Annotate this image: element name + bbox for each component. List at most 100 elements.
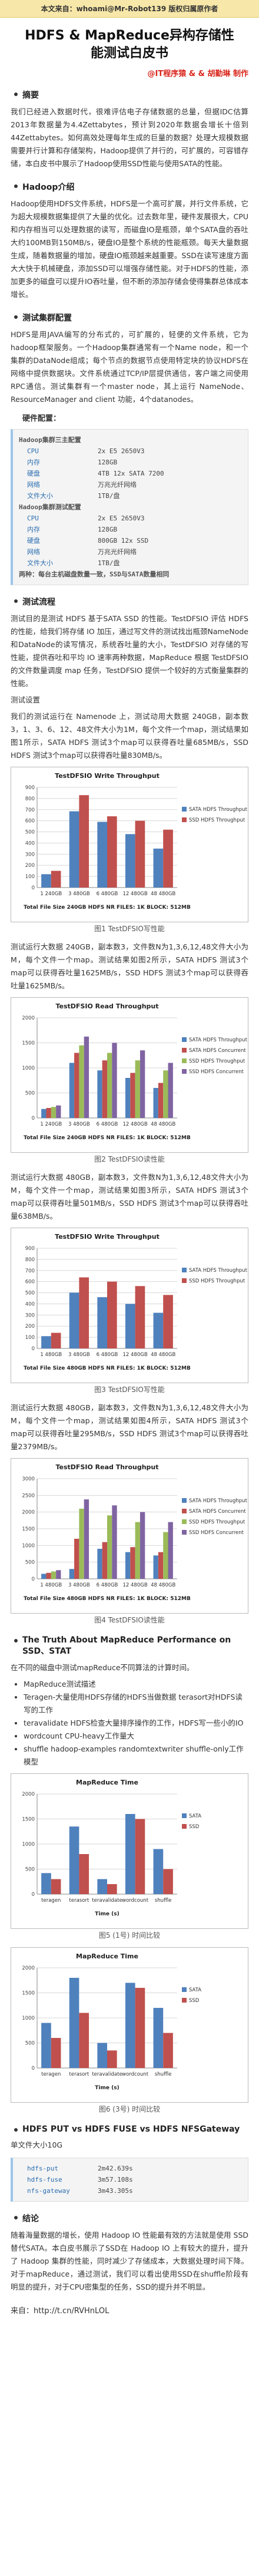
y-tick-label: 500: [25, 1291, 35, 1297]
y-tick-label: 500: [25, 2041, 35, 2047]
paragraph: 随着海量数据的增长，使用 Hadoop IO 性能最有效的方法就是使用 SSD替…: [11, 2231, 249, 2291]
section-heading: 测试流程: [14, 596, 248, 608]
bullet-item: MapReduce测试描述: [24, 1678, 248, 1691]
bar: [69, 1978, 79, 2068]
paragraph: 测试运行大数据 480GB，副本数3，文件数N为1,3,6,12,48文件大小为…: [11, 1403, 248, 1451]
bar: [97, 1549, 102, 1579]
y-tick-label: 900: [25, 1246, 35, 1252]
bar: [112, 1043, 117, 1118]
bar: [41, 1109, 47, 1118]
bar: [69, 1292, 79, 1348]
legend-label: SSD HDFS Throughput: [189, 1278, 245, 1284]
subheading: 硬件配置：: [22, 414, 61, 423]
legend-swatch: [182, 807, 187, 812]
bar: [41, 1873, 51, 1894]
paragraph: HDFS是用JAVA编写的分布式的，可扩展的，轻便的文件系统，它为hadoop框…: [11, 330, 248, 404]
y-tick-label: 2000: [22, 1015, 35, 1021]
chart: MapReduce Time 0 500 1000 1500 2000 teragen ter…: [11, 1773, 248, 1929]
paragraph: 测试运行大数据 240GB，副本数3，文件数N为1,3,6,12,48文件大小为…: [11, 942, 248, 990]
bar: [140, 1512, 145, 1579]
y-tick-label: 900: [25, 785, 35, 791]
x-tick-label: 6 480GB: [97, 1352, 118, 1358]
code-cell: hdfs-put: [27, 2165, 58, 2172]
bar: [46, 1108, 51, 1118]
legend-swatch: [182, 1048, 187, 1053]
x-tick-label: terasort: [69, 1898, 89, 1904]
legend-label: SSD HDFS Concurrent: [189, 1069, 244, 1075]
code-row: 网络 万兆光纤网络: [19, 479, 242, 490]
chart: TestDFSIO Read Throughput 0 500 1000 1500 200…: [11, 1458, 248, 1614]
y-tick-label: 2000: [22, 1792, 35, 1797]
code-row: CPU 2x E5 2650V3: [19, 446, 242, 457]
banner: 本文来自：whoami@Mr-Robot139 版权归属原作者: [0, 0, 259, 18]
bar: [125, 1814, 135, 1894]
x-axis-label: Time (s): [95, 2085, 119, 2091]
y-tick-label: 1500: [22, 1817, 35, 1823]
section-heading: The Truth About MapReduce Performance on…: [14, 1635, 248, 1657]
y-tick-label: 100: [25, 874, 35, 880]
code-cell: 文件大小: [27, 559, 53, 567]
x-tick-label: teragen: [41, 1898, 61, 1904]
legend-label: SATA HDFS Throughput: [189, 1268, 248, 1274]
bar: [112, 1505, 117, 1579]
bar: [69, 811, 79, 888]
bar: [97, 1297, 107, 1348]
figure-caption: 图6 (3号) 时间比较: [98, 2105, 161, 2113]
x-tick-label: 1 480GB: [40, 1352, 62, 1358]
code-row: 硬盘 4TB 12x SATA 7200: [19, 468, 242, 479]
legend-label: SSD: [189, 1824, 200, 1830]
code-cell: 4TB 12x SATA 7200: [98, 470, 164, 477]
code-cell: 万兆光纤网络: [98, 481, 137, 489]
bar: [163, 1869, 173, 1894]
figure-caption: 图3 TestDFSIO写性能: [94, 1386, 165, 1394]
bar: [51, 1107, 57, 1118]
bar: [51, 1332, 61, 1348]
y-tick-label: 800: [25, 796, 35, 802]
code-row: nfs-gateway 3m43.305s: [19, 2185, 242, 2196]
bar: [56, 1570, 61, 1579]
x-tick-label: 48 480GB: [151, 1582, 175, 1588]
y-tick-label: 600: [25, 819, 35, 824]
bar: [107, 1515, 112, 1579]
code-row: CPU 2x E5 2650V3: [19, 513, 242, 524]
code-cell: 内存: [27, 526, 40, 533]
code-row: 内存 128GB: [19, 524, 242, 535]
legend-label: SSD: [189, 1998, 200, 2004]
x-axis-label: Time (s): [95, 1911, 119, 1917]
bar: [140, 1050, 145, 1118]
y-tick-label: 500: [25, 830, 35, 836]
bar: [125, 1304, 135, 1348]
x-tick-label: 3 480GB: [68, 1582, 90, 1588]
chart-title: TestDFSIO Write Throughput: [55, 1233, 160, 1241]
bar: [41, 1574, 47, 1579]
section-heading: Hadoop介绍: [14, 181, 248, 193]
bar: [102, 1542, 107, 1579]
x-tick-label: shuffle: [155, 2072, 172, 2077]
bar: [51, 2038, 61, 2068]
legend-swatch: [182, 1268, 187, 1272]
bar: [158, 1552, 164, 1579]
bar: [153, 1555, 158, 1579]
x-tick-label: 1 480GB: [40, 1582, 62, 1588]
x-tick-label: 12 480GB: [123, 1352, 148, 1358]
legend-swatch: [182, 1813, 187, 1818]
bar: [97, 1070, 102, 1118]
chart: TestDFSIO Write Throughput 0 100 200 300 400 5…: [11, 1228, 248, 1383]
y-tick-label: 1000: [22, 1066, 35, 1071]
code-cell: 网络: [27, 548, 40, 556]
legend-swatch: [182, 1998, 187, 2003]
bar: [153, 1849, 164, 1894]
y-tick-label: 2000: [22, 1965, 35, 1971]
code-block: Hadoop集群三主配置 CPU 2x E5 2650V3 内存 128GB 硬盘 4TB …: [11, 429, 248, 585]
y-tick-label: 600: [25, 1279, 35, 1285]
y-tick-label: 1000: [22, 1543, 35, 1549]
bar: [163, 1070, 168, 1118]
bar: [107, 816, 117, 888]
figure-caption: 图1 TestDFSIO写性能: [94, 925, 165, 933]
y-tick-label: 1500: [22, 1991, 35, 1997]
bar: [56, 1105, 61, 1118]
code-row: hdfs-put 2m42.639s: [19, 2163, 242, 2174]
bullet-item: shuffle hadoop-examples randomtextwriter…: [24, 1743, 248, 1769]
bar: [135, 1060, 140, 1118]
x-axis-label: Total File Size 240GB HDFS NR FILES: 1K …: [24, 905, 191, 911]
